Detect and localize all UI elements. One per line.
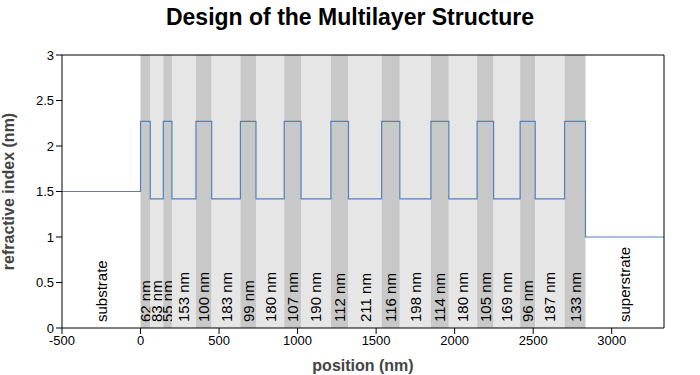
svg-text:99 nm: 99 nm (240, 280, 257, 322)
svg-text:169 nm: 169 nm (498, 272, 515, 322)
svg-text:position (nm): position (nm) (312, 357, 413, 374)
svg-text:83 nm: 83 nm (148, 280, 166, 322)
svg-text:183 nm: 183 nm (218, 272, 235, 322)
svg-text:3000: 3000 (597, 333, 626, 348)
svg-text:107 nm: 107 nm (284, 272, 301, 322)
svg-text:211 nm: 211 nm (357, 273, 374, 322)
svg-text:1.5: 1.5 (36, 184, 54, 199)
svg-text:0.5: 0.5 (36, 275, 54, 290)
svg-text:198 nm: 198 nm (407, 272, 424, 322)
svg-text:1000: 1000 (283, 333, 312, 348)
svg-text:substrate: substrate (93, 260, 110, 322)
svg-text:114 nm: 114 nm (431, 273, 448, 322)
html-text:Design of the Multilayer Struc: Design of the Multilayer Structure (166, 4, 534, 30)
svg-text:190 nm: 190 nm (307, 272, 324, 322)
svg-text:500: 500 (208, 333, 230, 348)
svg-text:100 nm: 100 nm (195, 272, 212, 322)
svg-text:153 nm: 153 nm (175, 272, 192, 322)
svg-text:3: 3 (47, 48, 54, 63)
svg-text:superstrate: superstrate (616, 247, 633, 322)
svg-text:62 nm: 62 nm (136, 280, 154, 322)
svg-text:96 nm: 96 nm (519, 280, 536, 322)
svg-text:0: 0 (47, 321, 54, 336)
svg-text:105 nm: 105 nm (477, 272, 494, 322)
svg-text:180 nm: 180 nm (262, 272, 279, 322)
svg-text:1: 1 (47, 230, 54, 245)
svg-text:133 nm: 133 nm (567, 272, 584, 322)
svg-text:refractive index (nm): refractive index (nm) (8, 113, 17, 270)
svg-text:2: 2 (47, 139, 54, 154)
svg-text:112 nm: 112 nm (331, 273, 348, 322)
svg-text:-500: -500 (49, 333, 75, 349)
svg-text:1500: 1500 (362, 333, 391, 348)
svg-text:2000: 2000 (440, 333, 469, 348)
svg-text:0: 0 (137, 333, 144, 348)
svg-text:180 nm: 180 nm (454, 272, 471, 322)
svg-text:2500: 2500 (519, 333, 548, 348)
svg-text:187 nm: 187 nm (541, 272, 558, 322)
svg-text:116 nm: 116 nm (382, 273, 399, 322)
svg-text:55 nm: 55 nm (159, 280, 177, 322)
svg-text:2.5: 2.5 (36, 93, 54, 108)
